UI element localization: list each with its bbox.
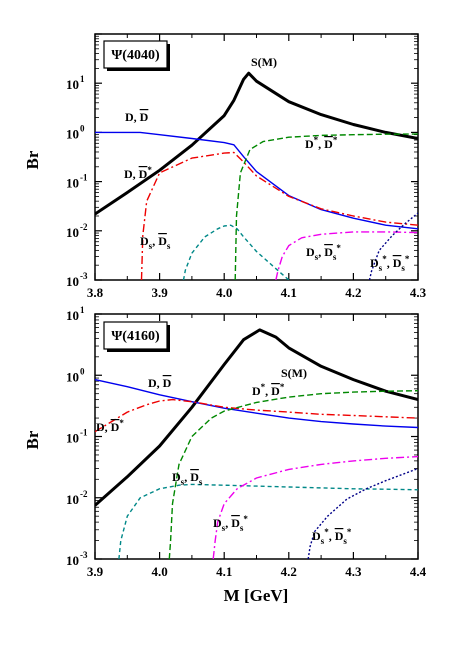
label-ds-dbar-s-star: Ds, Ds* bbox=[213, 514, 248, 533]
x-tick-label: 4.3 bbox=[345, 564, 362, 579]
series-line-dsds bbox=[182, 224, 290, 280]
series-line-sm bbox=[95, 71, 418, 216]
x-tick-label: 4.3 bbox=[410, 285, 427, 300]
y-tick-exponent: -3 bbox=[80, 271, 88, 281]
label-ds-dbar-s: Ds, Ds bbox=[172, 470, 203, 487]
tag-label: Ψ(4040) bbox=[111, 48, 160, 63]
y-axis-title: Br bbox=[23, 150, 42, 169]
label-dstar-dbar-star: D*, D* bbox=[252, 382, 285, 398]
series-line-dsdsstar bbox=[212, 455, 418, 559]
series-line-dsds bbox=[118, 483, 418, 559]
x-tick-label: 4.2 bbox=[281, 564, 297, 579]
x-tick-label: 4.2 bbox=[345, 285, 361, 300]
y-tick-label: 10 bbox=[66, 225, 79, 240]
y-tick-label: 10 bbox=[66, 176, 79, 191]
y-tick-label: 10 bbox=[66, 431, 79, 446]
x-tick-labels: 3.8 3.9 4.0 4.1 4.2 4.3 bbox=[87, 285, 427, 300]
y-tick-exponent: -1 bbox=[80, 173, 88, 183]
label-d-dbar: D, D bbox=[148, 376, 172, 390]
x-tick-label: 3.9 bbox=[151, 285, 168, 300]
series-line-dd bbox=[95, 131, 418, 230]
x-tick-label: 4.1 bbox=[281, 285, 297, 300]
label-dsstar-dbar-sstar: Ds*, Ds* bbox=[312, 527, 352, 546]
series-line-sm bbox=[95, 328, 418, 507]
label-s-m: S(M) bbox=[281, 366, 307, 380]
x-tick-labels: 3.9 4.0 4.1 4.2 4.3 4.4 bbox=[87, 564, 427, 579]
x-tick-label: 4.1 bbox=[216, 564, 232, 579]
series-line-dsstardsstar bbox=[307, 467, 418, 559]
label-d-dbar-star: D, D* bbox=[96, 418, 124, 434]
y-tick-exponent: 0 bbox=[80, 123, 85, 133]
y-tick-label: 10 bbox=[66, 369, 79, 384]
psi4160-tag: Ψ(4160) bbox=[103, 321, 170, 352]
y-tick-exponent: 1 bbox=[80, 305, 85, 315]
y-tick-label: 10 bbox=[66, 126, 79, 141]
label-dstar-dbar-star: D*, D* bbox=[305, 135, 338, 151]
y-tick-label: 10 bbox=[66, 77, 79, 92]
label-dsstar-dbar-sstar: Ds*, Ds* bbox=[370, 254, 410, 273]
y-tick-exponent: -1 bbox=[80, 428, 88, 438]
x-tick-label: 3.8 bbox=[87, 285, 104, 300]
x-tick-label: 4.4 bbox=[410, 564, 427, 579]
series-line-dstardstar bbox=[234, 133, 418, 280]
x-axis-title: M [GeV] bbox=[224, 586, 289, 605]
series-group bbox=[95, 328, 418, 559]
y-tick-exponent: -2 bbox=[80, 222, 88, 232]
label-ds-dbar-s: Ds, Ds bbox=[140, 234, 171, 251]
y-tick-label: 10 bbox=[66, 553, 79, 568]
series-group bbox=[95, 71, 418, 280]
y-axis-title: Br bbox=[23, 430, 42, 449]
series-line-dsdsstar bbox=[275, 231, 418, 280]
y-tick-label: 10 bbox=[66, 274, 79, 289]
label-d-dbar-star: D, D* bbox=[124, 165, 152, 181]
series-line-dstardstar bbox=[168, 390, 418, 559]
y-tick-exponent: 0 bbox=[80, 366, 85, 376]
label-s-m: S(M) bbox=[251, 55, 277, 69]
x-tick-label: 4.0 bbox=[216, 285, 232, 300]
x-tick-label: 4.0 bbox=[151, 564, 167, 579]
label-ds-dbar-s-star: Ds, Ds* bbox=[306, 243, 341, 262]
axis-ticks bbox=[94, 313, 419, 560]
y-tick-exponent: -3 bbox=[80, 550, 88, 560]
series-line-ddstar bbox=[140, 151, 418, 280]
series-line-dsstardsstar bbox=[368, 212, 418, 280]
series-line-ddstar bbox=[95, 398, 418, 433]
x-tick-label: 3.9 bbox=[87, 564, 104, 579]
series-line-dd bbox=[95, 378, 418, 429]
y-tick-exponent: 1 bbox=[80, 74, 85, 84]
psi4040-tag: Ψ(4040) bbox=[103, 40, 170, 71]
y-tick-label: 10 bbox=[66, 308, 79, 323]
label-d-dbar: D, D bbox=[125, 110, 149, 124]
y-tick-label: 10 bbox=[66, 492, 79, 507]
tag-label: Ψ(4160) bbox=[111, 329, 160, 344]
y-tick-exponent: -2 bbox=[80, 489, 88, 499]
